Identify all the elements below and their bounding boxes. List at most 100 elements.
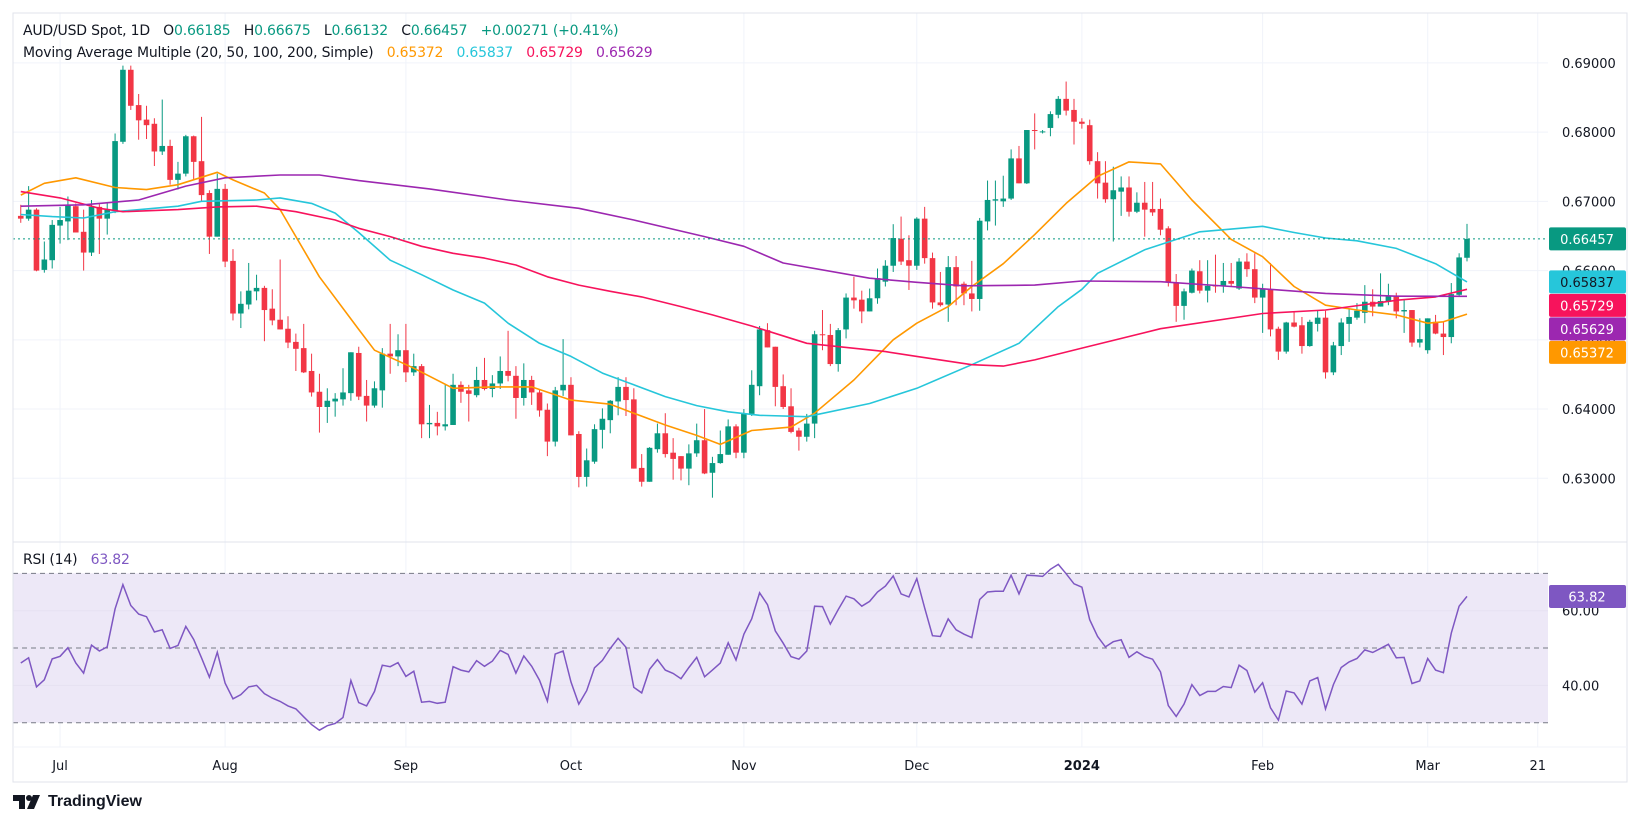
candle-body <box>41 259 48 270</box>
candle <box>151 118 158 167</box>
candle <box>167 139 173 185</box>
low-label: L <box>323 23 332 39</box>
candle-body <box>591 429 598 462</box>
ma-legend[interactable]: Moving Average Multiple (20, 50, 100, 20… <box>23 45 653 61</box>
ma100-value: 0.65729 <box>526 45 583 61</box>
candle <box>285 316 291 349</box>
time-label: Oct <box>560 759 582 774</box>
rsi-pane[interactable] <box>13 563 1548 732</box>
candle <box>513 366 519 419</box>
candle-body <box>1251 269 1258 298</box>
candle <box>269 289 276 326</box>
candle-body <box>1385 295 1392 302</box>
candle-body <box>1377 301 1384 307</box>
candle-body <box>505 370 511 376</box>
symbol-legend[interactable]: AUD/USD Spot, 1D O0.66185 H0.66675 L0.66… <box>23 23 619 39</box>
candle <box>709 456 716 498</box>
candle-body <box>277 319 283 330</box>
candle-body <box>395 350 401 357</box>
candle-body <box>308 370 315 393</box>
candle <box>615 377 621 416</box>
candle-body <box>1307 321 1313 347</box>
candle-body <box>929 258 936 303</box>
ma200-value: 0.65629 <box>596 45 653 61</box>
price-pane[interactable] <box>13 65 1548 498</box>
candle <box>1275 326 1282 360</box>
rsi-legend-title[interactable]: RSI (14) <box>23 552 78 568</box>
candle <box>1330 341 1337 376</box>
candle-body <box>670 452 676 459</box>
ma-legend-title[interactable]: Moving Average Multiple (20, 50, 100, 20… <box>23 45 374 61</box>
candle-body <box>638 467 645 482</box>
candle-body <box>607 400 614 421</box>
candle-body <box>1330 345 1337 373</box>
candle <box>481 357 488 391</box>
candle-body <box>17 215 24 219</box>
candle <box>1409 310 1415 347</box>
candle <box>560 339 566 396</box>
price-tick-label: 0.67000 <box>1562 195 1616 210</box>
candle-body <box>206 193 213 237</box>
ma20-value: 0.65372 <box>386 45 444 61</box>
candle <box>1102 161 1109 203</box>
candle-body <box>25 209 32 219</box>
candle-body <box>1039 131 1046 133</box>
candle-body <box>961 283 967 294</box>
candle-body <box>521 379 527 398</box>
candle-body <box>1086 125 1093 162</box>
candle-body <box>1189 270 1195 293</box>
ma20-line <box>20 161 1468 446</box>
candle-body <box>1283 322 1290 352</box>
candle <box>65 196 71 241</box>
rsi-legend[interactable]: RSI (14) 63.82 <box>23 552 130 568</box>
candle-body <box>764 330 771 348</box>
rsi-value-tag-bg <box>1549 584 1626 608</box>
candle-body <box>733 426 739 453</box>
candle-body <box>1456 257 1462 295</box>
rsi-legend-value: 63.82 <box>90 552 130 568</box>
candle-body <box>874 278 881 299</box>
candle <box>316 373 323 433</box>
rsi-tick-label: 40.00 <box>1562 679 1599 694</box>
rsi-value-tag-text: 63.82 <box>1568 590 1605 605</box>
time-label: 2024 <box>1064 759 1100 774</box>
candle-body <box>662 433 669 455</box>
candle-body <box>1110 190 1117 200</box>
candle <box>340 368 346 406</box>
candle-body <box>465 390 472 394</box>
candle <box>866 288 873 312</box>
ma200-tag-text: 0.65629 <box>1560 323 1614 338</box>
close-value: 0.66457 <box>410 23 468 39</box>
candle-body <box>1299 325 1305 347</box>
candle-body <box>741 413 747 453</box>
grid-lines <box>13 13 1548 747</box>
candle-body <box>135 105 142 121</box>
candle <box>835 328 841 372</box>
time-axis[interactable]: Jul Aug Sep Oct Nov Dec 2024 Feb Mar 21 <box>51 759 1546 774</box>
candle <box>851 276 857 309</box>
candle <box>190 135 197 180</box>
candle <box>1189 268 1195 294</box>
candle <box>1071 98 1077 145</box>
candle <box>772 346 779 407</box>
candle-body <box>285 328 291 343</box>
candle <box>1267 262 1274 337</box>
candle <box>701 409 708 475</box>
ma50-tag: 0.65837 <box>1549 270 1626 294</box>
candle-body <box>1346 316 1352 324</box>
tradingview-branding[interactable]: TradingView <box>13 793 142 811</box>
ma20-tag-text: 0.65372 <box>1560 346 1614 361</box>
candle-body <box>1291 322 1297 327</box>
candle-body <box>890 238 897 266</box>
candle <box>253 274 260 301</box>
candle <box>497 356 504 389</box>
candle <box>521 363 527 406</box>
rsi-axis[interactable]: 60.00 40.00 <box>1562 605 1599 695</box>
candle <box>544 403 551 457</box>
candle <box>159 99 166 155</box>
open-value: 0.66185 <box>174 23 231 39</box>
candle <box>277 259 283 330</box>
symbol-title[interactable]: AUD/USD Spot, 1D <box>23 23 150 39</box>
candle <box>230 249 236 321</box>
